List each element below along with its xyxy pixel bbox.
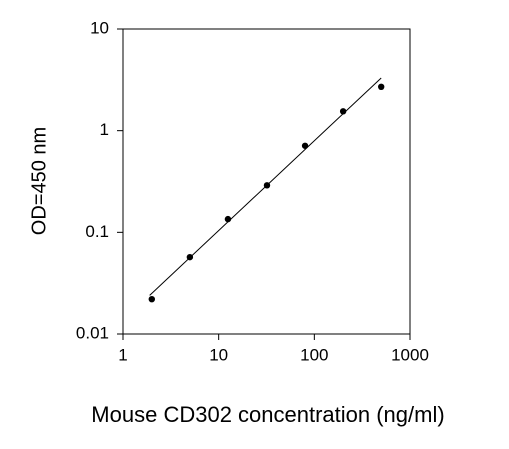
y-tick-label: 10 xyxy=(90,18,109,37)
data-point xyxy=(301,142,309,149)
plot-frame xyxy=(122,28,411,335)
data-point xyxy=(148,295,155,303)
y-axis-label: OD=450 nm xyxy=(28,127,50,235)
data-point xyxy=(263,182,271,189)
data-point xyxy=(186,253,194,261)
x-tick-label: 1 xyxy=(118,345,127,364)
data-point xyxy=(339,108,347,115)
x-tick-label: 10 xyxy=(209,345,228,364)
x-tick-label: 1000 xyxy=(391,345,429,364)
x-axis-label: Mouse CD302 concentration (ng/ml) xyxy=(91,402,444,427)
data-point xyxy=(378,83,385,91)
x-tick-label: 100 xyxy=(300,345,328,364)
data-point xyxy=(224,215,232,223)
y-tick-label: 0.1 xyxy=(85,222,109,241)
y-tick-label: 0.01 xyxy=(76,323,109,342)
y-tick-label: 1 xyxy=(100,120,109,139)
